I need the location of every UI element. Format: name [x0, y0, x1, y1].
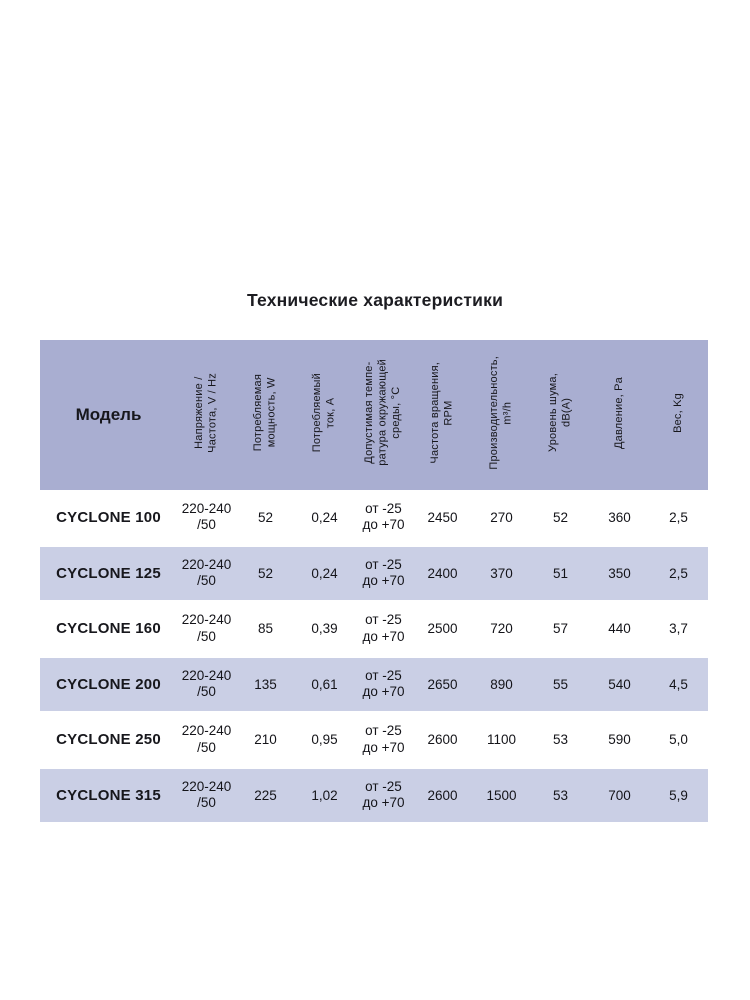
column-header: Производительность, m³/h	[472, 340, 531, 490]
cell: 3,7	[669, 621, 688, 637]
table-row: CYCLONE 160 220-240 /50 85 0,39 от -25 до +7…	[40, 601, 708, 657]
column-header: Частота вращения, RPM	[413, 340, 472, 490]
cell: 2600	[427, 732, 458, 748]
table-row: CYCLONE 100 220-240 /50 52 0,24 от -25 до +7…	[40, 490, 708, 546]
cell: 53	[552, 732, 569, 748]
cell: 1500	[472, 766, 531, 824]
cell: 440	[608, 621, 631, 637]
table-row: CYCLONE 250 220-240 /50 210 0,95 от -25 до +…	[40, 712, 708, 768]
cell: 51	[531, 544, 590, 602]
column-header: Допустимая темпе- ратура окружающей сред…	[354, 340, 413, 490]
model-name: CYCLONE 250	[56, 731, 161, 749]
column-header-label: Производительность, m³/h	[488, 355, 514, 470]
model-name: CYCLONE 315	[40, 766, 177, 824]
column-header-model: Модель	[40, 340, 177, 490]
cell: 1100	[486, 732, 517, 748]
page-title: Технические характеристики	[246, 290, 504, 310]
cell: 2,5	[649, 544, 708, 602]
column-header-label: Уровень шума, dB(А)	[547, 373, 573, 452]
table-row: CYCLONE 200 220-240 /50 135 0,61 от -25 до +…	[40, 655, 708, 713]
column-header-label: Потребляемый ток, А	[311, 372, 337, 453]
cell: 2400	[413, 544, 472, 602]
cell: 890	[472, 655, 531, 713]
cell: от -25 до +70	[354, 544, 413, 602]
column-header-label: Напряжение / Частота, V / Hz	[193, 372, 219, 453]
cell: 360	[608, 509, 631, 525]
cell: от -25 до +70	[362, 723, 405, 755]
column-header-label: Частота вращения, RPM	[429, 361, 455, 464]
cell: 5,9	[649, 766, 708, 824]
header-row: Модель Напряжение / Частота, V / Hz Потре…	[40, 340, 708, 490]
cell: 0,61	[295, 655, 354, 713]
cell: 700	[590, 766, 649, 824]
model-name: CYCLONE 125	[40, 544, 177, 602]
model-name: CYCLONE 100	[56, 508, 161, 526]
cell: 2600	[413, 766, 472, 824]
cell: 52	[257, 509, 274, 525]
cell: 590	[608, 732, 631, 748]
cell: 2500	[427, 621, 458, 637]
cell: 220-240 /50	[177, 766, 236, 824]
cell: 4,5	[649, 655, 708, 713]
column-header-label: Допустимая темпе- ратура окружающей сред…	[363, 359, 403, 466]
cell: 720	[490, 621, 513, 637]
cell: 0,95	[311, 732, 338, 748]
model-name: CYCLONE 160	[56, 620, 161, 638]
table-row: CYCLONE 125 220-240 /50 52 0,24 от -25 до +7…	[40, 544, 708, 602]
cell: 220-240 /50	[177, 655, 236, 713]
cell: 220-240 /50	[181, 723, 232, 755]
cell: 85	[257, 621, 274, 637]
cell: 57	[552, 621, 569, 637]
cell: 55	[531, 655, 590, 713]
column-header: Вес, Kg	[649, 340, 708, 490]
cell: 1,02	[295, 766, 354, 824]
spec-table: Модель Напряжение / Частота, V / Hz Потре…	[40, 340, 708, 824]
table-row: CYCLONE 315 220-240 /50 225 1,02 от -25 до +…	[40, 766, 708, 824]
cell: от -25 до +70	[362, 500, 405, 533]
cell: 0,24	[295, 544, 354, 602]
cell: 0,39	[311, 621, 338, 637]
table-body: CYCLONE 100 220-240 /50 52 0,24 от -25 до +7…	[40, 490, 708, 824]
cell: 540	[590, 655, 649, 713]
cell: 270	[490, 509, 513, 525]
cell: от -25 до +70	[354, 766, 413, 824]
column-header: Потребляемая мощность, W	[236, 340, 295, 490]
cell: 225	[236, 766, 295, 824]
column-header-label: Потребляемая мощность, W	[252, 373, 278, 452]
cell: 52	[552, 509, 569, 525]
column-header: Потребляемый ток, А	[295, 340, 354, 490]
cell: 370	[472, 544, 531, 602]
cell: 135	[236, 655, 295, 713]
column-header-label: Давление, Pa	[612, 376, 625, 449]
cell: 220-240 /50	[181, 500, 232, 533]
column-header-label: Вес, Kg	[671, 392, 684, 433]
column-header: Напряжение / Частота, V / Hz	[177, 340, 236, 490]
cell: 5,0	[669, 732, 688, 748]
column-header: Уровень шума, dB(А)	[531, 340, 590, 490]
cell: от -25 до +70	[362, 612, 405, 644]
cell: 53	[531, 766, 590, 824]
cell: 220-240 /50	[177, 544, 236, 602]
cell: 210	[254, 732, 277, 748]
model-name: CYCLONE 200	[40, 655, 177, 713]
cell: 2650	[413, 655, 472, 713]
cell: 2450	[427, 509, 458, 525]
cell: 350	[590, 544, 649, 602]
cell: 2,5	[669, 509, 688, 525]
cell: от -25 до +70	[354, 655, 413, 713]
column-header: Давление, Pa	[590, 340, 649, 490]
cell: 220-240 /50	[181, 612, 232, 644]
cell: 52	[236, 544, 295, 602]
cell: 0,24	[311, 509, 338, 525]
